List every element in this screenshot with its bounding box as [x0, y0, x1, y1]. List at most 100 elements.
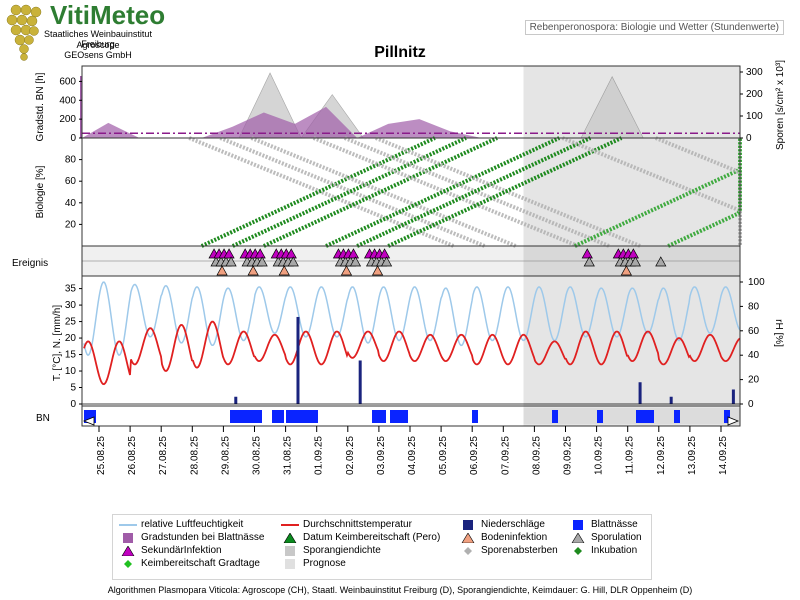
- y-tick-label: 200: [59, 114, 76, 125]
- y-tick-label: 80: [65, 155, 77, 166]
- incubation-wave: [231, 136, 467, 248]
- degree-hours-axis-label: Gradstd. BN [h]: [35, 72, 46, 141]
- precip-bar: [296, 316, 300, 404]
- secondary-infection-marker: [581, 248, 593, 259]
- y-tick-label: 400: [59, 95, 76, 106]
- x-tick-label: 09.09.25: [563, 436, 574, 475]
- sporulation-marker: [256, 256, 268, 267]
- y-tick-label-right: 20: [748, 375, 760, 386]
- leafwet-prognosis-bg: [523, 408, 740, 424]
- sporulation-marker: [287, 256, 299, 267]
- org-line-1: Staatliches Weinbauinstitut Freiburg: [44, 29, 152, 49]
- leafwet-bar: [372, 410, 386, 423]
- x-tick-label: 29.08.25: [220, 436, 231, 475]
- secondary-infection-marker: [223, 248, 235, 259]
- secondary-infection-marker: [285, 248, 297, 259]
- y-tick-label-right: 40: [748, 350, 760, 361]
- legend-item-prognosis: Prognose: [281, 558, 346, 569]
- x-tick-label: 04.09.25: [407, 436, 418, 475]
- chart-subtitle: Rebenperonospora: Biologie und Wetter (S…: [524, 20, 784, 35]
- x-tick-label: 14.09.25: [718, 436, 729, 475]
- y-tick-label: 20: [65, 219, 77, 230]
- square-icon: [459, 519, 477, 530]
- legend-item-incubation: Inkubation: [569, 545, 637, 556]
- sporulation-marker: [380, 256, 393, 267]
- leafwet-bar: [286, 410, 318, 423]
- secondary-infection-marker: [378, 248, 391, 259]
- x-tick-label: 30.08.25: [252, 436, 263, 475]
- soil-infection-marker: [247, 265, 259, 276]
- grape-logo: [6, 4, 42, 61]
- x-tick-label: 05.09.25: [438, 436, 449, 475]
- y-tick-label-right: 0: [746, 133, 752, 144]
- legend-item-spore-death: Sporenabsterben: [459, 545, 558, 556]
- y-tick-label: 15: [65, 350, 77, 361]
- y-tick-label-right: 200: [746, 89, 763, 100]
- y-tick-label: 0: [70, 399, 76, 410]
- brand-logo-text: VitiMeteo: [50, 0, 166, 30]
- soil-infection-marker: [371, 265, 384, 276]
- y-tick-label-right: 300: [746, 67, 763, 78]
- diamond-icon: [459, 546, 477, 556]
- legend-item-leafwet: Blattnässe: [569, 519, 638, 530]
- x-tick-label: 31.08.25: [283, 436, 294, 475]
- square-icon: [281, 545, 299, 556]
- left-arrow-icon: [82, 416, 95, 426]
- leafwet-axis-label: BN: [36, 413, 50, 424]
- leafwet-bar: [597, 410, 603, 423]
- x-tick-label: 08.09.25: [531, 436, 542, 475]
- leafwet-bar: [272, 410, 284, 423]
- triangle-icon: [569, 531, 587, 543]
- x-tick-label: 28.08.25: [189, 436, 200, 475]
- legend-item-precip: Niederschläge: [459, 519, 545, 530]
- y-tick-label: 5: [70, 383, 76, 394]
- x-tick-label: 26.08.25: [127, 436, 138, 475]
- legend-item-sporulation: Sporulation: [569, 531, 642, 543]
- secondary-infection-marker: [347, 248, 360, 259]
- legend-item-soil-infection: Bodeninfektion: [459, 531, 547, 543]
- y-tick-label: 30: [65, 300, 77, 311]
- legend-item-spore-density: Sporangiendichte: [281, 545, 381, 556]
- x-tick-label: 12.09.25: [656, 436, 667, 475]
- org-line-3: GEOsens GmbH: [64, 50, 132, 60]
- station-title: Pillnitz: [374, 44, 426, 61]
- legend-item-secondary: SekundärInfektion: [119, 544, 222, 556]
- legend-item-germ-date: Datum Keimbereitschaft (Pero): [281, 531, 440, 543]
- x-tick-label: 01.09.25: [314, 436, 325, 475]
- line-icon: [281, 520, 299, 530]
- precip-bar: [731, 389, 735, 404]
- x-tick-label: 27.08.25: [158, 436, 169, 475]
- secondary-infection-marker: [627, 248, 639, 259]
- secondary-infection-marker: [254, 248, 266, 259]
- precip-bar: [638, 382, 642, 404]
- biology-axis-label: Biologie [%]: [35, 165, 46, 218]
- triangle-icon: [119, 544, 137, 556]
- diamond-icon: [569, 546, 587, 556]
- leafwet-bar: [472, 410, 478, 423]
- footer-credits: Algorithmen Plasmopara Viticola: Agrosco…: [107, 585, 693, 595]
- y-tick-label-right: 100: [746, 111, 763, 122]
- soil-infection-marker: [620, 265, 632, 276]
- diamond-icon: [119, 559, 137, 569]
- y-tick-label-right: 0: [748, 399, 754, 410]
- panel-frame-bn: [81, 405, 741, 427]
- x-tick-label: 07.09.25: [500, 436, 511, 475]
- sporulation-marker: [349, 256, 362, 267]
- x-tick-label: 03.09.25: [376, 436, 387, 475]
- leafwet-bar: [674, 410, 680, 423]
- incubation-wave: [200, 136, 436, 248]
- humidity-line: [83, 281, 741, 357]
- y-tick-label: 35: [65, 284, 77, 295]
- chart-legend: relative Luftfeuchtigkeit Durchschnittst…: [112, 514, 652, 580]
- incubation-wave: [573, 138, 742, 248]
- incubation-wave: [356, 136, 592, 248]
- y-tick-label: 10: [65, 366, 77, 377]
- precip-bar: [669, 396, 673, 404]
- incubation-wave: [387, 136, 623, 248]
- humidity-axis-label: rH [%]: [773, 319, 784, 347]
- legend-item-germ-degree-days: Keimbereitschaft Gradtage: [119, 558, 260, 569]
- event-axis-label: Ereignis: [12, 258, 48, 269]
- y-tick-label: 20: [65, 333, 77, 344]
- triangle-icon: [459, 531, 477, 543]
